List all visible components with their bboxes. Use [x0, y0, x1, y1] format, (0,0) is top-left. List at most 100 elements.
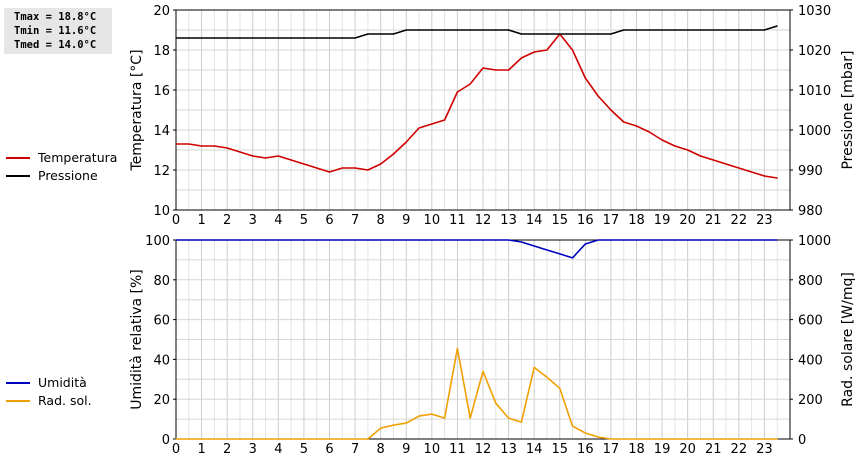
data-point [584, 243, 586, 245]
data-point [507, 239, 510, 241]
x-tick-label: 19 [654, 442, 671, 457]
data-point [571, 425, 574, 427]
x-tick-label: 7 [351, 442, 359, 457]
tmax-text: Tmax = 18.8°C [14, 11, 97, 23]
data-point [597, 95, 599, 97]
data-point [431, 123, 433, 125]
data-point [175, 143, 177, 145]
y2-tick-label: 1000 [798, 124, 831, 139]
chart-panel-2: 0 1 2 3 4 5 6 7 8 9 10 11 12 13 14 15 16 17 18 19 20 21 22 2302… [6, 234, 856, 457]
data-point [520, 241, 522, 243]
data-point [405, 29, 407, 31]
y2-tick-label: 980 [798, 204, 823, 219]
data-point [712, 159, 714, 161]
x-tick-label: 2 [223, 213, 231, 228]
data-point [610, 109, 612, 111]
x-tick-label: 23 [756, 213, 773, 228]
data-point [597, 239, 599, 241]
data-point [610, 33, 612, 35]
data-point [175, 239, 177, 241]
data-point [738, 167, 740, 169]
data-point [482, 370, 484, 372]
tmin-text: Tmin = 11.6°C [14, 25, 97, 37]
data-point [482, 67, 484, 69]
y-tick-label: 0 [162, 433, 170, 448]
series-line-temperatura [176, 33, 778, 179]
data-point [520, 57, 522, 59]
data-point [648, 131, 650, 133]
legend-label: Umidità [38, 375, 87, 390]
y-axis-label: Umidità relativa [%] [129, 269, 145, 410]
x-tick-label: 19 [654, 213, 671, 228]
data-point [226, 147, 228, 149]
y2-tick-label: 1020 [798, 44, 831, 59]
data-point [367, 169, 369, 171]
data-point [392, 33, 395, 35]
x-tick-label: 1 [197, 442, 205, 457]
data-point [405, 422, 407, 424]
y2-tick-label: 1010 [798, 84, 831, 99]
y-tick-label: 20 [153, 4, 170, 19]
data-point [520, 421, 522, 423]
data-point [418, 415, 420, 417]
data-point [303, 163, 305, 165]
x-tick-label: 17 [603, 213, 620, 228]
y2-tick-label: 0 [798, 433, 806, 448]
data-point [495, 69, 497, 71]
data-point [507, 69, 510, 71]
x-tick-label: 0 [172, 442, 180, 457]
y2-axis-label: Pressione [mbar] [840, 50, 856, 169]
data-point [367, 33, 369, 35]
data-point [431, 413, 433, 415]
x-tick-label: 15 [551, 213, 568, 228]
x-tick-label: 8 [377, 442, 385, 457]
data-point [495, 402, 497, 404]
y2-tick-label: 1000 [798, 234, 831, 249]
x-tick-label: 22 [731, 442, 748, 457]
x-tick-label: 6 [325, 442, 333, 457]
x-tick-label: 20 [679, 213, 696, 228]
y-tick-label: 10 [153, 204, 170, 219]
data-point [546, 249, 548, 251]
data-point [175, 438, 177, 440]
data-point [200, 145, 203, 147]
x-tick-label: 18 [628, 442, 645, 457]
data-point [571, 257, 574, 259]
x-tick-label: 16 [577, 442, 594, 457]
data-point [559, 387, 561, 389]
x-tick-label: 23 [756, 442, 773, 457]
x-tick-label: 12 [475, 213, 492, 228]
data-point [418, 127, 420, 129]
y-axis-label: Temperatura [°C] [129, 49, 145, 171]
data-point [469, 83, 471, 85]
legend-label: Pressione [38, 168, 98, 183]
data-point [328, 171, 331, 173]
y2-tick-label: 1030 [798, 4, 831, 19]
data-point [546, 49, 548, 51]
data-point [354, 37, 356, 39]
data-point [367, 438, 369, 440]
data-point [559, 253, 561, 255]
series-line-umidit [176, 239, 778, 259]
data-point [213, 145, 215, 147]
chart-panel-1: 0 1 2 3 4 5 6 7 8 9 10 11 12 13 14 15 16 17 18 19 20 21 22 2310… [6, 4, 856, 228]
tmed-text: Tmed = 14.0°C [14, 39, 97, 51]
x-tick-label: 20 [679, 442, 696, 457]
data-point [584, 432, 586, 434]
data-point [533, 366, 535, 368]
y-tick-label: 80 [153, 274, 170, 289]
legend-label: Temperatura [37, 150, 117, 165]
y-tick-label: 14 [153, 124, 170, 139]
y-tick-label: 60 [153, 314, 170, 329]
data-point [316, 167, 318, 169]
data-point [380, 163, 382, 165]
data-point [635, 125, 638, 127]
x-tick-label: 5 [300, 213, 308, 228]
data-point [674, 145, 676, 147]
y-tick-label: 16 [153, 84, 170, 99]
x-tick-label: 9 [402, 442, 410, 457]
data-point [751, 171, 753, 173]
data-point [571, 49, 574, 51]
x-tick-label: 21 [705, 442, 722, 457]
